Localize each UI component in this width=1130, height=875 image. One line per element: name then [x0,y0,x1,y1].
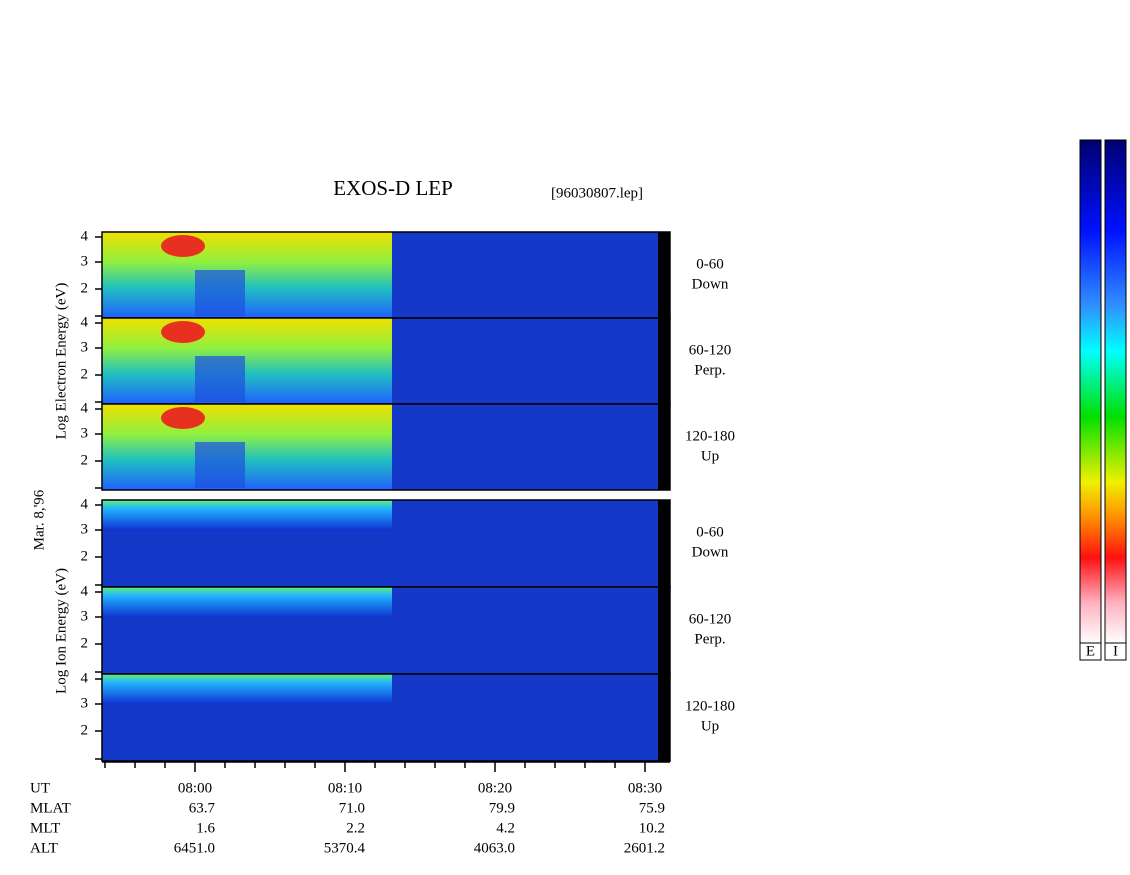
y-tick-label: 2 [81,280,89,296]
row-value: 75.9 [639,800,665,816]
data-end [658,587,670,674]
data-end [658,500,670,587]
row-value: 2.2 [346,820,365,836]
y-tick-label: 3 [81,425,89,441]
row-value: 4063.0 [474,840,515,856]
row-value: 4.2 [496,820,515,836]
y-tick-label: 4 [81,400,89,416]
panel-direction: Down [692,544,729,560]
panel-angle: 120-180 [685,428,735,444]
row-value: 79.9 [489,800,515,816]
colorbar-label: I [1113,643,1118,659]
ion-axis-label: Log Ion Energy (eV) [53,568,69,694]
y-tick-label: 3 [81,253,89,269]
data-end [658,232,670,318]
y-tick-label: 3 [81,521,89,537]
time-label: 08:10 [328,780,362,796]
y-tick-label: 4 [81,314,89,330]
spectrogram-peak [161,235,205,257]
y-tick-label: 3 [81,695,89,711]
panel-direction: Perp. [694,362,725,378]
title: EXOS-D LEP [333,176,453,200]
spectrogram-region [102,232,392,318]
row-value: 1.6 [196,820,215,836]
spectrogram-stripe [195,442,245,488]
colorbar [1079,139,1102,644]
y-tick-label: 4 [81,583,89,599]
y-tick-label: 2 [81,548,89,564]
colorbar [1104,139,1127,644]
panel-angle: 0-60 [696,256,724,272]
panel-frame [101,673,671,762]
y-tick-label: 3 [81,339,89,355]
row-value: 6451.0 [174,840,215,856]
spectrogram-peak [161,321,205,343]
row-name: ALT [30,840,58,856]
spectrogram-peak [161,407,205,429]
panel-angle: 120-180 [685,698,735,714]
data-end [658,318,670,404]
y-tick-label: 2 [81,722,89,738]
y-tick-label: 4 [81,228,89,244]
colorbar-label: E [1086,643,1095,659]
date: Mar. 8,'96 [31,489,47,550]
data-end [658,404,670,490]
time-label: 08:00 [178,780,212,796]
spectrogram-region [102,587,392,618]
y-tick-label: 4 [81,496,89,512]
data-end [658,674,670,761]
row-value: 5370.4 [324,840,366,856]
time-label: 08:20 [478,780,512,796]
panel-direction: Up [701,718,719,734]
colorbar-label-box [1079,642,1102,661]
row-value: 2601.2 [624,840,665,856]
spectrogram-region [102,500,392,531]
y-tick-label: 4 [81,670,89,686]
spectrogram-region [102,404,392,490]
file-name: [96030807.lep] [551,185,643,201]
y-tick-label: 3 [81,608,89,624]
spectrogram-region [102,318,392,404]
panel-angle: 60-120 [689,342,732,358]
spectrogram-stripe [195,270,245,316]
panel-direction: Perp. [694,631,725,647]
row-value: 63.7 [189,800,216,816]
panel-angle: 60-120 [689,611,732,627]
panel-direction: Down [692,276,729,292]
spectrogram-region [102,674,392,705]
row-value: 71.0 [339,800,365,816]
electron-axis-label: Log Electron Energy (eV) [53,283,69,440]
time-label: 08:30 [628,780,662,796]
panel-angle: 0-60 [696,524,724,540]
y-tick-label: 2 [81,452,89,468]
row-name: MLAT [30,800,71,816]
colorbar-label-box [1104,642,1127,661]
y-tick-label: 2 [81,366,89,382]
spectrogram-stripe [195,356,245,402]
row-name: UT [30,780,50,796]
row-value: 10.2 [639,820,665,836]
panel-direction: Up [701,448,719,464]
row-name: MLT [30,820,60,836]
panel-frame [101,403,671,491]
y-tick-label: 2 [81,635,89,651]
